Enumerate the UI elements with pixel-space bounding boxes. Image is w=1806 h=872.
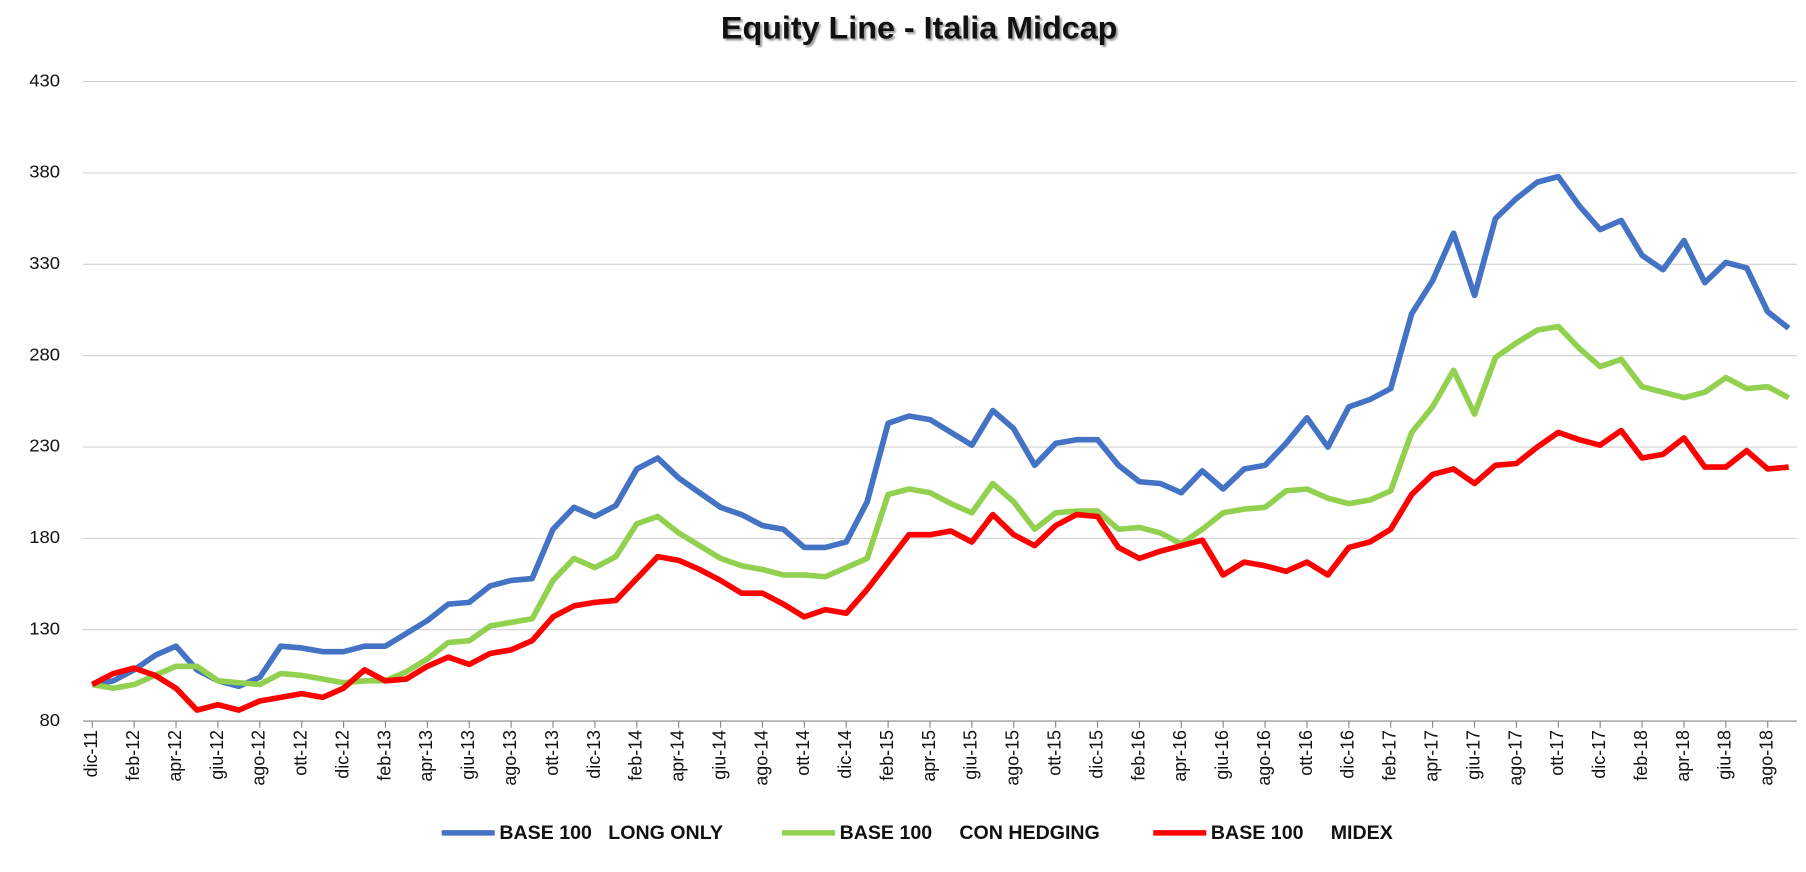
x-tick-label: ago-16 [1254, 730, 1274, 786]
x-tick-label: feb-13 [374, 730, 394, 781]
series-line [91, 173, 1791, 690]
x-tick-label: apr-12 [165, 730, 185, 782]
legend-label: BASE 100 CON HEDGING [840, 823, 1100, 844]
x-tick-label: dic-16 [1337, 730, 1357, 779]
y-tick-label: 230 [29, 436, 60, 456]
x-tick-label: ott-17 [1547, 730, 1567, 776]
y-tick-label: 430 [29, 71, 60, 91]
x-tick-label: dic-13 [584, 730, 604, 779]
x-tick-label: ott-13 [542, 730, 562, 776]
x-tick-label: ott-16 [1296, 730, 1316, 776]
x-tick-label: giu-16 [1212, 730, 1232, 780]
x-tick-label: feb-18 [1631, 730, 1651, 781]
x-tick-label: apr-17 [1421, 730, 1441, 782]
x-tick-label: giu-12 [207, 730, 227, 780]
x-tick-label: feb-15 [877, 730, 897, 781]
x-tick-label: dic-11 [81, 730, 101, 777]
y-tick-label: 180 [29, 527, 60, 547]
x-tick-label: apr-13 [416, 730, 436, 782]
x-tick-label: apr-15 [919, 730, 939, 782]
x-tick-label: apr-16 [1170, 730, 1190, 782]
chart-title: Equity Line - Italia Midcap [721, 10, 1117, 45]
x-tick-label: feb-12 [123, 730, 143, 781]
x-tick-label: giu-18 [1714, 730, 1734, 780]
legend-label: BASE 100 LONG ONLY [499, 823, 723, 844]
x-tick-label: ago-17 [1505, 730, 1525, 786]
x-tick-label: ott-15 [1044, 730, 1064, 776]
x-tick-label: dic-14 [835, 730, 855, 779]
x-tick-label: ago-18 [1756, 730, 1776, 786]
x-tick-label: giu-17 [1463, 730, 1483, 780]
x-tick-label: feb-14 [625, 730, 645, 781]
x-tick-label: ago-12 [248, 730, 268, 786]
x-tick-label: feb-16 [1128, 730, 1148, 781]
x-tick-label: dic-15 [1086, 730, 1106, 779]
y-tick-label: 280 [29, 345, 60, 365]
y-tick-label: 80 [39, 710, 60, 730]
y-tick-label: 130 [29, 619, 60, 639]
x-tick-label: giu-14 [709, 730, 729, 780]
x-tick-label: ago-15 [1002, 730, 1022, 786]
x-tick-label: ott-12 [290, 730, 310, 776]
y-tick-label: 330 [29, 253, 60, 273]
x-tick-label: apr-14 [667, 730, 687, 782]
series-line [91, 323, 1791, 692]
x-tick-label: ago-14 [751, 730, 771, 786]
x-tick-label: apr-18 [1673, 730, 1693, 782]
x-tick-label: ago-13 [500, 730, 520, 786]
x-tick-label: ott-14 [793, 730, 813, 776]
x-tick-label: feb-17 [1379, 730, 1399, 781]
legend-label: BASE 100 MIDEX [1211, 823, 1393, 844]
x-tick-label: dic-17 [1589, 730, 1609, 779]
x-tick-label: giu-13 [458, 730, 478, 780]
x-tick-label: dic-12 [332, 730, 352, 779]
y-tick-label: 380 [29, 162, 60, 182]
x-tick-label: giu-15 [960, 730, 980, 780]
series-line [90, 427, 1789, 713]
